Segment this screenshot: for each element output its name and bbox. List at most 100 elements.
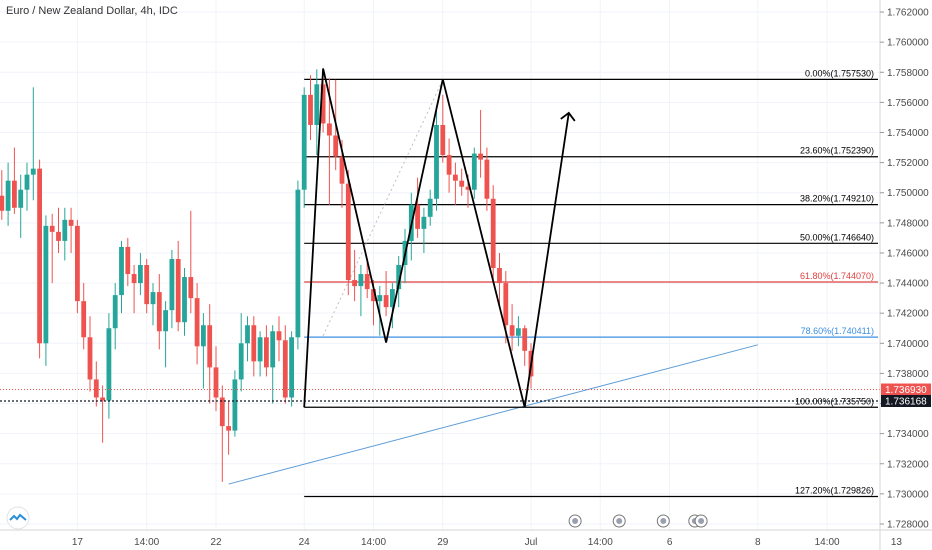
candle-body (62, 219, 68, 241)
candle-body (68, 219, 74, 226)
candle-body (440, 124, 446, 156)
candle-body (156, 292, 162, 332)
price-tick-label: 1.728000 (887, 519, 929, 530)
price-tick-label: 1.738000 (887, 369, 929, 380)
candle-body (339, 156, 345, 184)
candle-body (289, 337, 294, 398)
double-top-pattern (303, 68, 576, 408)
candle-body (49, 225, 55, 232)
candle-body (295, 189, 301, 338)
tradingview-logo-icon (6, 506, 30, 530)
event-dot-icon (572, 518, 579, 524)
candle-body (522, 328, 528, 351)
candle-body (282, 340, 288, 398)
candle-body (226, 426, 231, 431)
time-tick-label: 8 (755, 537, 761, 548)
candle-body (30, 168, 36, 175)
time-tick-label: 14:00 (134, 537, 159, 548)
price-tick-label: 1.740000 (887, 339, 929, 350)
price-tick-label: 1.754000 (887, 128, 929, 139)
trendline-segment[interactable] (228, 344, 758, 485)
candle-body (364, 274, 370, 290)
candle-body (12, 180, 17, 208)
price-tick-label: 1.756000 (887, 98, 929, 109)
candle-body (459, 180, 465, 187)
candle-body (434, 124, 439, 199)
candle-body (24, 174, 30, 190)
candle-body (56, 231, 61, 241)
candle-body (396, 265, 402, 290)
candle-body (106, 328, 112, 401)
candle-body (497, 268, 502, 284)
time-tick-label: 29 (437, 537, 449, 548)
price-tick-label: 1.760000 (887, 38, 929, 49)
time-tick-label: Jul (525, 537, 538, 548)
candle-body (358, 274, 364, 287)
candle-body (75, 225, 80, 302)
price-tag-label: 1.736930 (885, 385, 927, 396)
candle-body (453, 174, 458, 181)
price-tag-box (881, 394, 931, 407)
fib-level-label: 0.00%(1.757530) (805, 68, 874, 78)
candle-body (43, 225, 49, 344)
price-tick-label: 1.730000 (887, 489, 929, 500)
price-tick-label: 1.732000 (887, 459, 929, 470)
price-tick-label: 1.742000 (887, 309, 929, 320)
time-tick-label: 14:00 (588, 537, 613, 548)
candle-body (112, 295, 118, 329)
candlesticks (0, 69, 880, 482)
candle-body (516, 328, 521, 336)
price-axis: 1.762000 1.760000 1.758000 1.756000 1.754000… (880, 8, 929, 530)
fib-level-label: 50.00%(1.746640) (800, 232, 874, 242)
candle-body (377, 295, 383, 302)
candle-body (390, 289, 395, 308)
event-dot-icon (698, 518, 705, 524)
candle-body (5, 180, 11, 211)
candle-body (188, 277, 194, 299)
candle-body (383, 295, 389, 308)
arrow-head-icon (560, 111, 576, 122)
chart-title: Euro / New Zealand Dollar, 4h, IDC (6, 5, 178, 17)
candle-body (327, 123, 332, 136)
candle-body (18, 189, 24, 208)
candle-body (371, 289, 376, 302)
price-tick-label: 1.752000 (887, 158, 929, 169)
time-axis: 17 14:00 22 24 14:00 29 Jul 14:00 6 8 14:00 13 (72, 537, 903, 548)
candle-body (245, 325, 250, 344)
candle-body (182, 277, 187, 323)
candle-body (333, 135, 339, 157)
price-tick-label: 1.758000 (887, 68, 929, 79)
candle-body (276, 331, 282, 341)
candle-body (509, 325, 515, 336)
candle-body (100, 397, 105, 401)
candle-body (125, 246, 131, 275)
candle-body (478, 153, 483, 160)
fib-level-label: 100.00%(1.735750) (795, 396, 874, 406)
candle-body (207, 325, 213, 368)
candle-body (201, 325, 206, 347)
price-tick-label: 1.746000 (887, 248, 929, 259)
candle-body (490, 198, 496, 269)
candle-body (503, 283, 509, 326)
time-tick-label: 17 (72, 537, 84, 548)
fibonacci-levels: 0.00%(1.757530) 23.60%(1.752390) 38.20%(1.… (304, 68, 878, 498)
candle-body (446, 155, 452, 175)
fib-level-label: 127.20%(1.729826) (795, 485, 874, 495)
pattern-polyline[interactable] (303, 68, 570, 408)
candle-body (238, 343, 244, 380)
time-tick-label: 13 (891, 537, 903, 548)
candle-body (232, 379, 238, 431)
candle-body (138, 265, 143, 284)
candle-body (352, 280, 357, 287)
candle-body (314, 84, 320, 125)
price-tick-label: 1.750000 (887, 188, 929, 199)
time-tick-label: 14:00 (815, 537, 840, 548)
candle-body (308, 94, 313, 125)
price-axis-panel[interactable] (880, 0, 932, 550)
candle-body (119, 246, 124, 296)
candle-body (81, 301, 87, 338)
candle-body (465, 186, 471, 190)
candle-body (87, 337, 93, 380)
candle-body (415, 204, 420, 229)
